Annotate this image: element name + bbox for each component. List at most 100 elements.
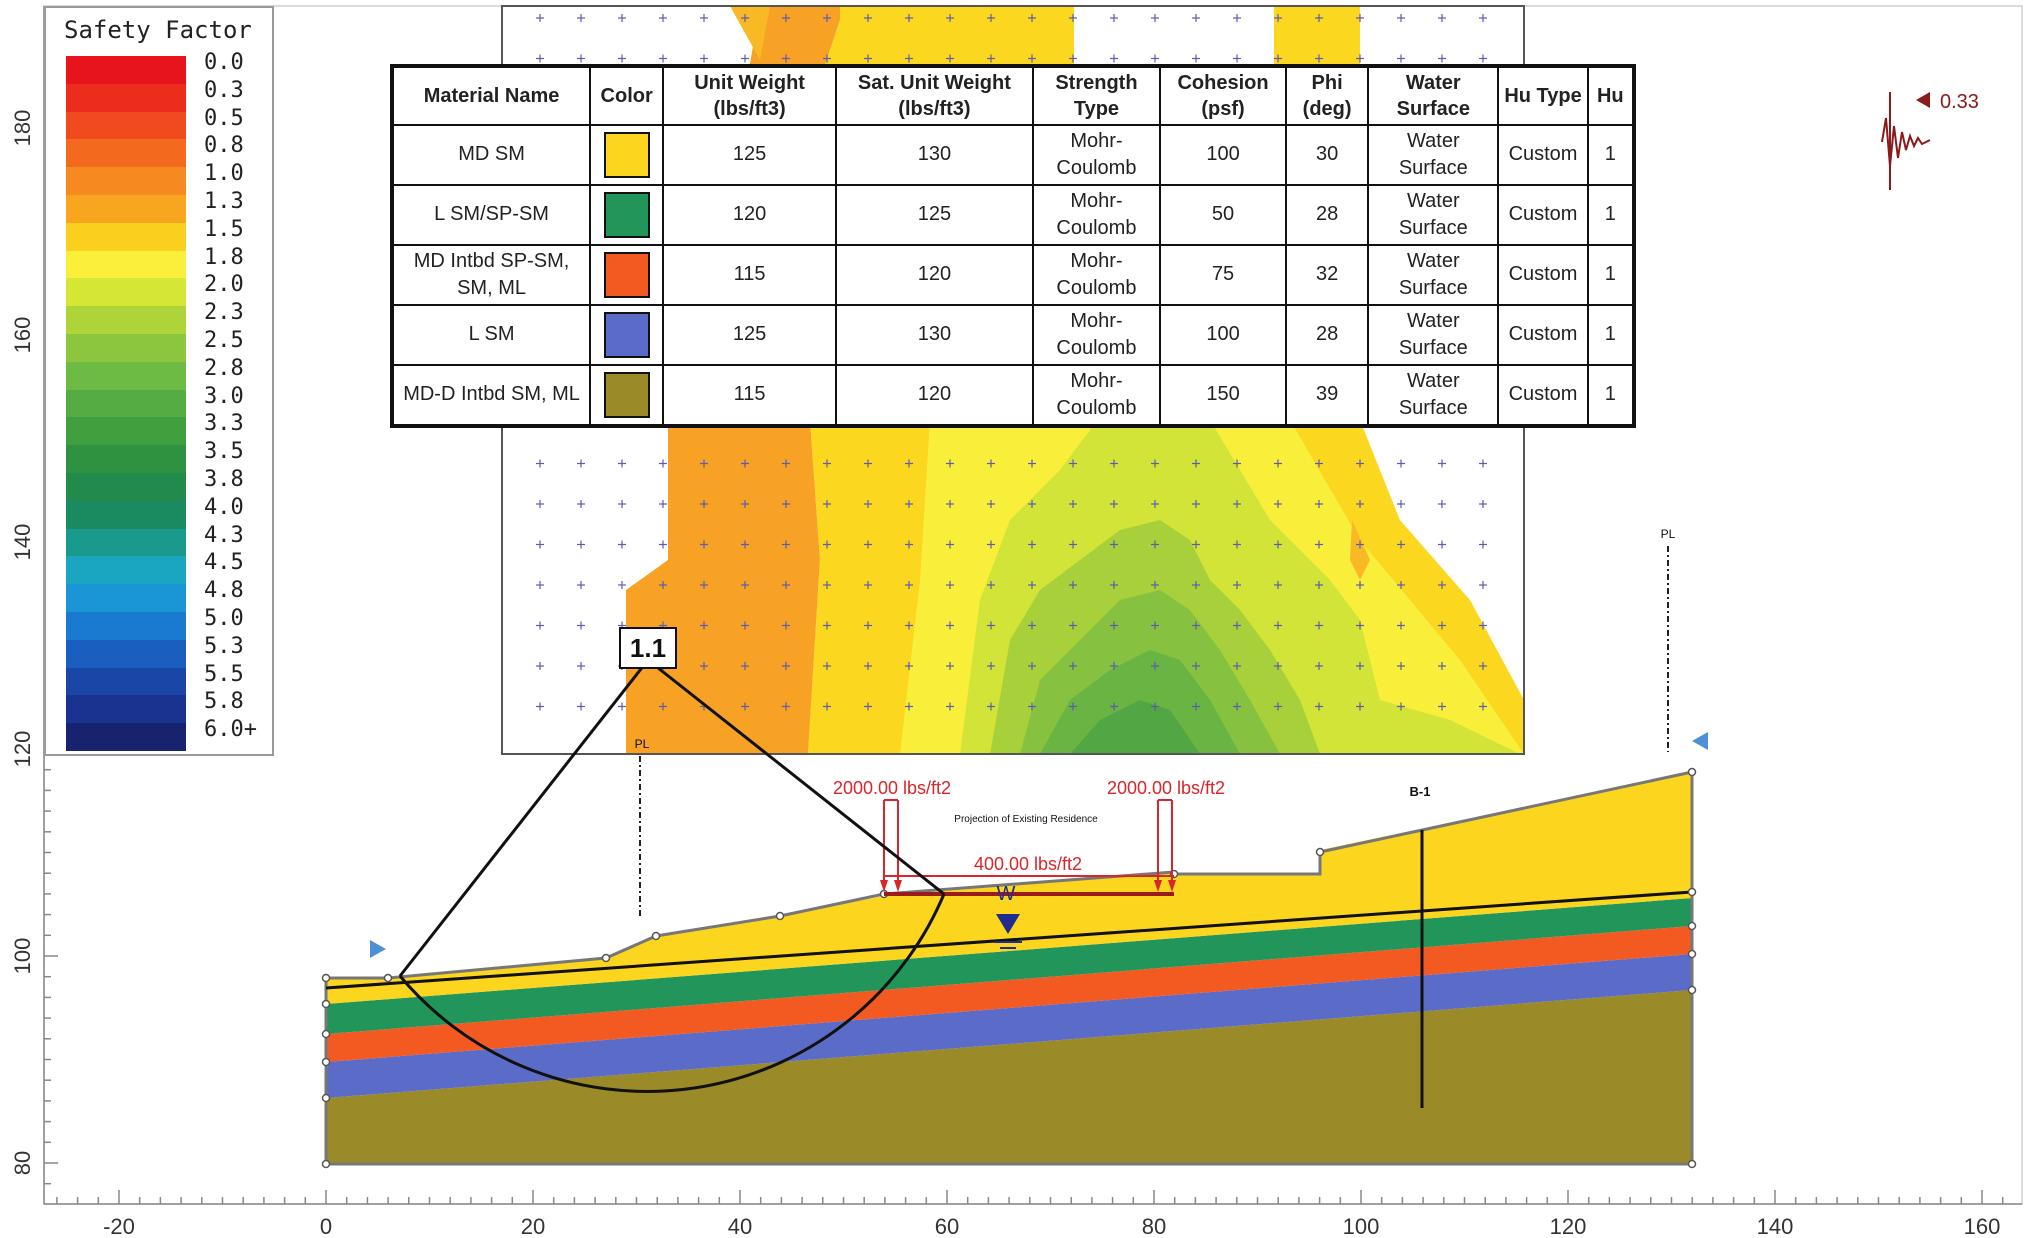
table-row: MD Intbd SP-SM, SM, ML 115 120 Mohr-Coulomb…	[390, 243, 1636, 306]
layer-l-sm	[326, 954, 1692, 1098]
legend-label: 1.0	[204, 161, 244, 187]
contour-band-1-3	[700, 6, 770, 60]
material-color-cell	[589, 243, 665, 306]
col-cohesion: Cohesion (psf)	[1159, 65, 1288, 126]
slip-limit-left-icon	[370, 940, 386, 958]
x-tick-label: 20	[521, 1214, 545, 1238]
cell-phi: 32	[1285, 243, 1370, 306]
safety-factor-label-box	[619, 627, 677, 669]
cell-hu: 1	[1586, 183, 1636, 246]
legend-label: 3.0	[204, 383, 244, 409]
legend-swatch	[66, 639, 186, 668]
cell-unit-weight: 125	[662, 124, 837, 186]
legend-label: 2.8	[204, 355, 244, 381]
legend-swatch	[66, 695, 186, 724]
table-row: L SM/SP-SM 120 125 Mohr-Coulomb 50 28 Water Su…	[390, 183, 1636, 246]
legend-label: 0.0	[204, 50, 244, 75]
material-color-swatch	[603, 131, 650, 178]
cell-unit-weight: 120	[662, 183, 837, 246]
seismic-coefficient-label: 0.33	[1940, 91, 1979, 113]
cell-hu-type: Custom	[1497, 363, 1589, 428]
critical-slip-surface	[398, 658, 946, 1093]
layer-md-d-intbd	[326, 990, 1692, 1164]
layer-md-intbd	[326, 926, 1692, 1062]
load-arrows	[883, 799, 1174, 888]
legend-swatch	[66, 417, 186, 446]
legend-title: Safety Factor	[64, 16, 252, 44]
safety-factor-legend: Safety Factor 0.0 0.3 0.5 0.8 1.0 1.3 1.5 1.8 2.…	[44, 6, 274, 756]
cell-name: MD SM	[390, 124, 592, 186]
legend-swatch	[66, 723, 186, 752]
material-color-cell	[589, 183, 665, 246]
cell-name: MD Intbd SP-SM, SM, ML	[390, 243, 592, 306]
y-tick-label: 100	[10, 938, 35, 975]
legend-swatch	[66, 139, 186, 168]
cell-strength-type: Mohr-Coulomb	[1031, 243, 1162, 306]
legend-label: 1.8	[204, 244, 244, 270]
boring-label: B-1	[1410, 784, 1431, 799]
col-water-surface: Water Surface	[1367, 65, 1500, 126]
seismic-load-icon	[1881, 92, 1931, 190]
col-hu-type: Hu Type	[1497, 65, 1589, 126]
legend-swatch	[66, 361, 186, 390]
col-hu: Hu	[1586, 65, 1636, 126]
legend-label: 3.5	[204, 439, 244, 465]
legend-label: 1.3	[204, 189, 244, 214]
safety-factor-value: 1.1	[630, 633, 666, 663]
layer-l-sm-sp	[326, 898, 1692, 1034]
legend-swatch	[66, 612, 186, 640]
cell-phi: 28	[1285, 303, 1370, 366]
load-label-middle: 400.00 lbs/ft2	[974, 854, 1082, 874]
col-phi: Phi (deg)	[1285, 65, 1370, 126]
cell-hu-type: Custom	[1497, 183, 1589, 246]
cell-cohesion: 150	[1159, 363, 1288, 428]
cell-unit-weight: 115	[662, 363, 837, 428]
water-marker-label: W	[997, 883, 1016, 905]
table-row: L SM 125 130 Mohr-Coulomb 100 28 Water Surface…	[390, 303, 1636, 366]
contour-band-right-orange	[1350, 520, 1370, 580]
legend-label: 4.0	[204, 494, 244, 520]
layer-md-sm	[326, 772, 1692, 1004]
legend-swatch	[66, 556, 186, 585]
material-color-cell	[589, 363, 665, 428]
col-unit-weight: Unit Weight (lbs/ft3)	[662, 65, 837, 126]
cell-cohesion: 75	[1159, 243, 1288, 306]
legend-label: 2.0	[204, 272, 244, 298]
legend-label: 1.5	[204, 216, 244, 242]
cell-water-surface: Water Surface	[1367, 303, 1500, 366]
x-tick-label: 80	[1142, 1214, 1166, 1238]
x-tick-label: 40	[728, 1214, 752, 1238]
cell-cohesion: 100	[1159, 124, 1288, 186]
legend-label: 2.3	[204, 300, 244, 326]
legend-swatch	[66, 83, 186, 112]
cell-phi: 28	[1285, 183, 1370, 246]
cell-name: L SM/SP-SM	[390, 183, 592, 246]
cell-unit-weight: 125	[662, 303, 837, 366]
cell-unit-weight: 115	[662, 243, 837, 306]
load-label-right: 2000.00 lbs/ft2	[1107, 778, 1225, 798]
legend-swatch	[66, 306, 186, 335]
seismic-arrow-icon	[1916, 92, 1930, 108]
material-color-swatch	[603, 311, 650, 358]
cell-water-surface: Water Surface	[1367, 243, 1500, 306]
contour-band-3-0	[1070, 700, 1200, 754]
material-color-swatch	[603, 251, 650, 298]
y-tick-label: 180	[10, 110, 35, 147]
x-tick-label: 140	[1757, 1214, 1794, 1238]
residence-label: Projection of Existing Residence	[954, 814, 1098, 825]
col-sat-unit-weight: Sat. Unit Weight (lbs/ft3)	[834, 65, 1034, 126]
legend-swatch	[66, 222, 186, 251]
x-tick-label: 160	[1964, 1214, 2001, 1238]
legend-label: 5.8	[204, 689, 244, 715]
property-line-label-left: PL	[635, 737, 650, 751]
x-tick-label: 60	[935, 1214, 959, 1238]
cell-strength-type: Mohr-Coulomb	[1031, 303, 1162, 366]
legend-swatch	[66, 334, 186, 362]
water-level-marker-icon	[996, 914, 1020, 934]
material-color-cell	[589, 124, 665, 186]
col-material-name: Material Name	[390, 65, 592, 126]
cell-sat-unit-weight: 130	[834, 124, 1034, 186]
cell-hu: 1	[1586, 363, 1636, 428]
legend-swatch	[66, 445, 186, 474]
cell-hu-type: Custom	[1497, 124, 1589, 186]
